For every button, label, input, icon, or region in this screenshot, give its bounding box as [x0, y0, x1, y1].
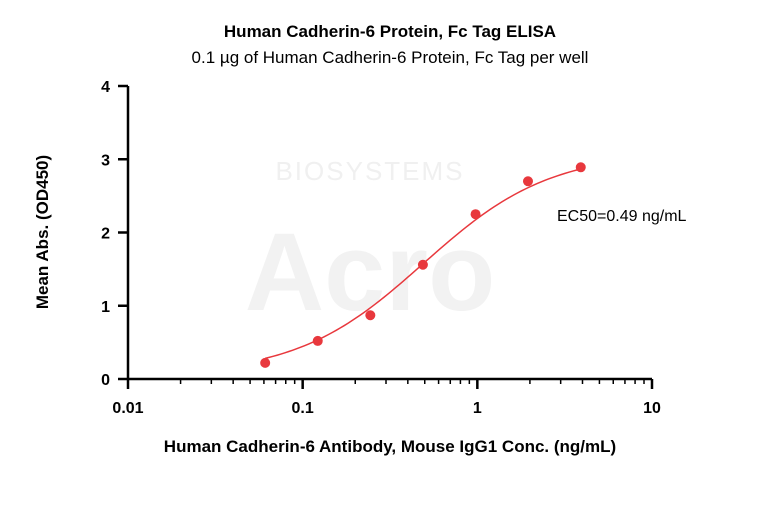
data-point [365, 310, 376, 321]
y-tick-label: 4 [101, 79, 110, 96]
x-tick-label: 10 [643, 400, 661, 417]
data-point [312, 335, 323, 346]
x-tick-label: 1 [473, 400, 482, 417]
data-point [575, 162, 586, 173]
data-point [470, 209, 481, 220]
data-points [260, 162, 586, 368]
ec50-annotation: EC50=0.49 ng/mL [557, 208, 687, 225]
chart-subtitle: 0.1 µg of Human Cadherin-6 Protein, Fc T… [192, 48, 589, 67]
y-tick-label: 3 [101, 152, 110, 169]
x-tick-label: 0.01 [112, 400, 143, 417]
y-axis-ticks: 0 1 2 3 4 [101, 79, 128, 389]
y-tick-label: 2 [101, 226, 110, 243]
data-point [522, 176, 533, 187]
y-axis-label: Mean Abs. (OD450) [33, 155, 52, 309]
x-axis-label: Human Cadherin-6 Antibody, Mouse IgG1 Co… [164, 437, 616, 456]
watermark-subtext: BIOSYSTEMS [275, 156, 464, 186]
chart-title: Human Cadherin-6 Protein, Fc Tag ELISA [224, 22, 556, 41]
x-tick-label: 0.1 [292, 400, 314, 417]
data-point [260, 357, 271, 368]
data-point [417, 259, 428, 270]
x-axis-ticks: 0.01 0.1 1 10 [112, 379, 661, 417]
y-tick-label: 0 [101, 372, 110, 389]
y-tick-label: 1 [101, 299, 110, 316]
